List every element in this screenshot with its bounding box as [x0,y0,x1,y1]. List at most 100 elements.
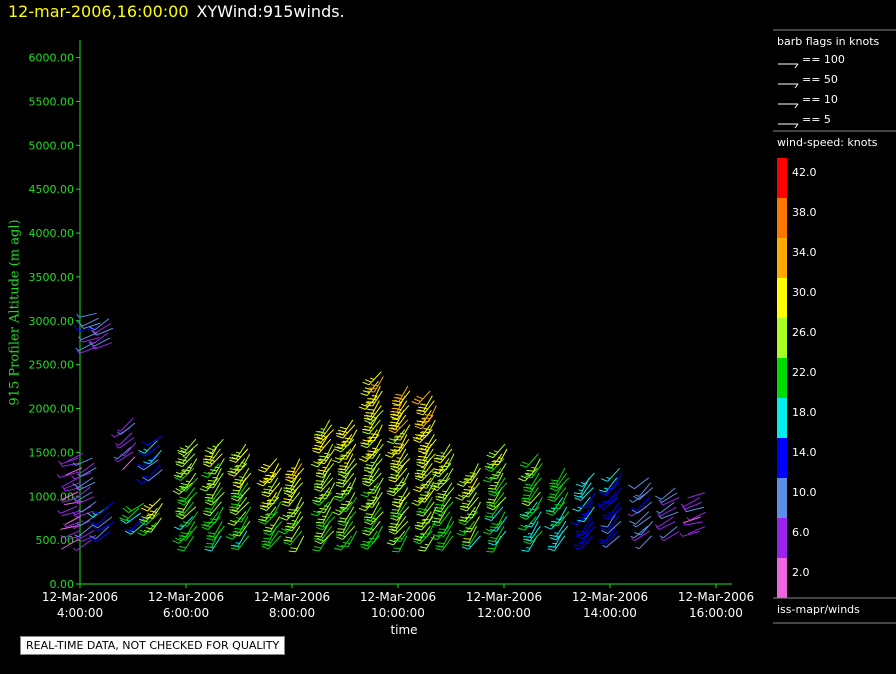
barb-flag [285,478,293,483]
barb-flag [461,519,468,523]
barb-flag [489,503,497,508]
barb-flag [313,486,322,489]
barb-flag [344,437,352,440]
barb-flag [260,466,268,470]
barb-flag [370,433,378,435]
wind-barb [443,467,454,485]
wind-barb [289,530,303,546]
wind-barb [661,487,676,500]
wind-barb [182,506,197,520]
barb-flag [291,519,296,522]
barb-flag [360,442,368,445]
barb-flag [269,471,274,474]
wind-barb [638,535,653,550]
wind-barb [325,482,336,499]
barb-flag [419,434,427,437]
wind-barb [291,463,303,479]
wind-barb [93,332,109,345]
wind-barb [239,520,251,537]
barb-flag [315,499,322,504]
barb-flag [413,398,421,402]
x-tick-time: 10:00:00 [371,606,425,620]
barb-flag [289,481,294,484]
barb-flag [603,487,609,490]
barb-flag [263,537,271,540]
barb-flag [657,512,661,517]
barb-flag [337,473,345,477]
barb-flag [555,518,560,520]
barb-flag [285,528,293,532]
wind-barb [658,516,674,528]
wind-barb [554,487,567,502]
barb-flag [206,535,214,538]
barb-flag [138,449,145,454]
barb-flag [554,532,559,534]
barb-flag [423,417,431,419]
barb-flag [141,440,148,446]
barb-flag [393,404,401,407]
wind-barb [682,530,700,537]
barb-flag [390,463,398,466]
barb-flag [141,474,149,479]
wind-barb [443,516,453,533]
barb-flag [285,484,293,487]
barb-flag [283,492,291,497]
barb-flag [335,432,343,436]
barb-flag [390,512,398,514]
wind-barb [555,525,569,541]
barb-flag [264,478,269,482]
wind-barb [65,486,84,492]
barb-flag [549,537,557,541]
wind-barb [585,492,596,508]
barb-flag [72,483,79,488]
wind-barb [468,530,479,547]
speed-color-swatch [777,398,787,438]
barb-flag [182,469,190,472]
wind-barb [119,437,135,449]
barb-flag [178,512,186,517]
barb-flag [421,420,429,423]
barb-flag [390,467,398,472]
wind-barb [147,464,161,479]
wind-barb [373,477,384,494]
barb-flag [115,445,120,449]
quality-notice: REAL-TIME DATA, NOT CHECKED FOR QUALITY [20,636,286,655]
wind-barb [424,487,436,503]
barb-flag [363,469,371,473]
wind-barb [368,371,382,386]
barb-flag [461,502,469,506]
wind-barb [529,472,540,489]
barb-flag [486,506,494,511]
barb-flag [286,512,294,514]
wind-barb [324,448,336,464]
wind-barb [209,453,223,467]
barb-flag [72,511,76,516]
barb-flag [207,483,212,487]
wind-barb [494,477,506,494]
wind-barb [662,497,680,506]
barb-flag [578,489,583,492]
wind-barb [347,429,358,446]
barb-flag [231,454,239,457]
wind-barb [440,443,451,460]
barb-flag [178,537,186,541]
barb-flag [391,407,399,410]
barb-flag [260,518,268,523]
wind-barb [187,458,198,475]
barb-flag [146,527,154,530]
barb-flag [550,507,555,510]
barb-flag [319,507,327,510]
barb-flag [151,524,156,527]
barb-flag [86,512,94,518]
barb-flag [635,494,640,497]
barb-flag [601,529,608,534]
wind-barb [97,511,111,526]
barb-flag [680,503,685,507]
x-tick-time: 14:00:00 [583,606,637,620]
barb-flag [316,441,324,445]
wind-barb [146,435,163,446]
barb-flag [606,476,611,480]
barb-flag [658,499,663,503]
barb-flag [547,548,555,551]
barb-flag [363,415,371,418]
